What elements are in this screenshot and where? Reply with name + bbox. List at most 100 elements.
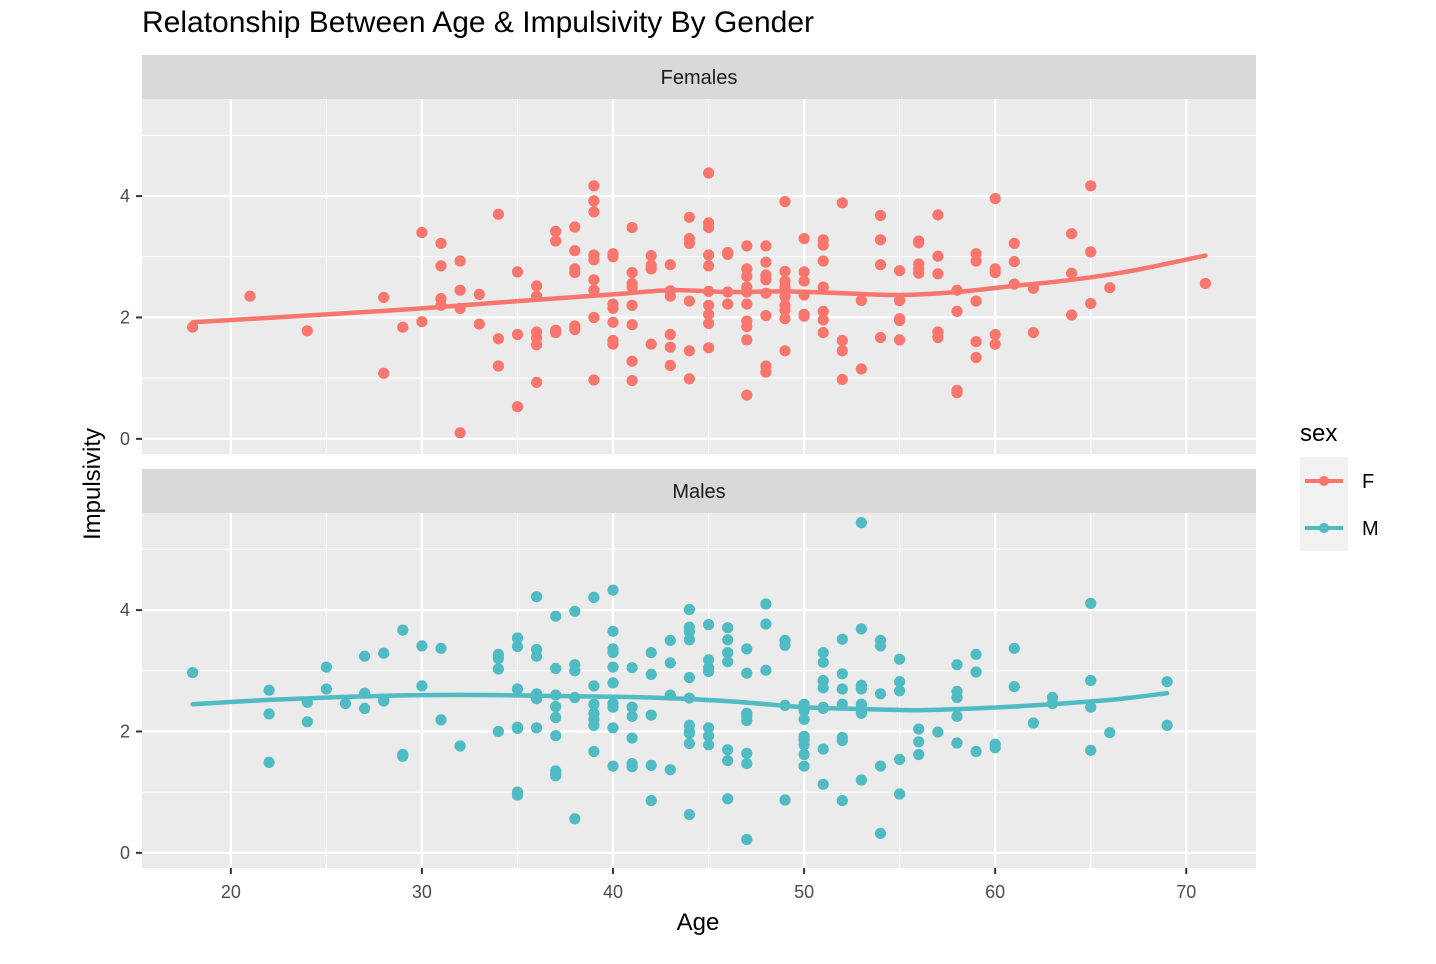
data-point-m xyxy=(951,659,963,671)
y-tick-label: 0 xyxy=(120,843,130,863)
data-point-m xyxy=(989,742,1001,754)
data-point-m xyxy=(626,732,638,744)
data-point-f xyxy=(645,263,657,275)
data-point-f xyxy=(951,387,963,399)
data-point-f xyxy=(741,270,753,282)
data-point-m xyxy=(874,760,887,772)
data-point-f xyxy=(874,234,887,246)
data-point-f xyxy=(435,237,447,249)
data-point-m xyxy=(798,739,810,751)
data-point-f xyxy=(511,401,524,413)
data-point-f xyxy=(435,260,447,272)
data-point-f xyxy=(855,363,868,375)
data-point-m xyxy=(683,727,696,739)
data-point-m xyxy=(359,702,371,715)
data-point-m xyxy=(913,736,925,748)
data-point-m xyxy=(760,664,772,676)
data-point-m xyxy=(874,688,887,700)
data-point-f xyxy=(397,321,409,333)
data-point-m xyxy=(1085,744,1097,756)
data-point-f xyxy=(741,298,753,310)
legend-label-f: F xyxy=(1362,471,1374,493)
data-point-m xyxy=(607,647,619,659)
data-point-m xyxy=(970,745,982,758)
x-tick-label: 30 xyxy=(412,882,432,902)
data-point-m xyxy=(664,657,676,669)
data-point-m xyxy=(1008,642,1020,654)
data-point-m xyxy=(703,739,715,751)
data-point-m xyxy=(894,653,906,665)
data-point-m xyxy=(1085,597,1097,610)
data-point-m xyxy=(550,610,562,622)
data-point-f xyxy=(703,167,715,179)
data-point-f xyxy=(741,321,753,333)
data-point-m xyxy=(894,685,906,697)
data-point-m xyxy=(683,626,696,638)
data-point-f xyxy=(683,237,696,249)
data-point-f xyxy=(779,196,791,208)
data-point-f xyxy=(454,284,466,296)
data-point-m xyxy=(645,668,657,681)
data-point-m xyxy=(359,650,371,662)
data-point-f xyxy=(588,284,600,296)
data-point-m xyxy=(511,632,524,644)
data-point-f xyxy=(989,328,1001,341)
data-point-f xyxy=(588,274,600,286)
data-point-f xyxy=(760,256,772,268)
data-point-f xyxy=(569,267,581,279)
data-point-f xyxy=(760,240,772,252)
data-point-m xyxy=(951,691,963,704)
data-point-f xyxy=(779,345,791,357)
data-point-m xyxy=(798,713,810,725)
data-point-m xyxy=(550,701,562,713)
data-point-f xyxy=(607,251,619,263)
data-point-f xyxy=(703,260,715,272)
panel-males: Males 0 2 4 20 30 40 50 60 70 xyxy=(120,469,1256,902)
data-point-f xyxy=(626,299,638,311)
data-point-m xyxy=(722,634,734,646)
data-point-f xyxy=(855,294,868,307)
data-point-m xyxy=(817,682,829,694)
y-tick-label: 4 xyxy=(120,600,130,620)
data-point-f xyxy=(703,317,715,330)
data-point-m xyxy=(722,647,734,659)
data-point-m xyxy=(760,618,772,630)
data-point-f xyxy=(645,250,657,262)
legend-item-m: M xyxy=(1305,518,1379,540)
data-point-f xyxy=(874,209,887,222)
data-point-m xyxy=(607,625,619,637)
data-point-m xyxy=(1027,717,1039,729)
data-point-f xyxy=(569,221,581,233)
strip-label-m: Males xyxy=(672,481,725,503)
data-point-m xyxy=(836,795,848,807)
data-point-m xyxy=(588,680,600,692)
data-point-f xyxy=(703,249,715,261)
data-point-f xyxy=(531,339,543,351)
legend: sex F M xyxy=(1300,420,1379,551)
data-point-m xyxy=(836,735,848,747)
data-point-m xyxy=(607,722,619,734)
data-point-f xyxy=(722,248,734,260)
data-point-m xyxy=(320,683,332,695)
data-point-m xyxy=(263,756,275,769)
data-point-f xyxy=(817,314,829,326)
y-tick-label: 2 xyxy=(120,307,130,327)
data-point-m xyxy=(626,710,638,722)
data-point-f xyxy=(683,295,696,307)
data-point-m xyxy=(588,745,600,758)
data-point-m xyxy=(683,603,696,616)
data-point-f xyxy=(1104,282,1116,294)
data-point-m xyxy=(492,725,504,738)
data-point-f xyxy=(779,265,791,277)
data-point-m xyxy=(569,665,581,677)
data-point-f xyxy=(492,360,504,372)
data-point-m xyxy=(741,714,753,727)
data-point-m xyxy=(855,623,868,635)
data-point-m xyxy=(817,778,829,790)
data-point-m xyxy=(722,755,734,767)
data-point-f xyxy=(492,208,504,220)
data-point-f xyxy=(913,237,925,249)
data-point-f xyxy=(989,192,1001,205)
x-axis-title: Age xyxy=(677,909,720,936)
data-point-f xyxy=(1199,277,1211,290)
